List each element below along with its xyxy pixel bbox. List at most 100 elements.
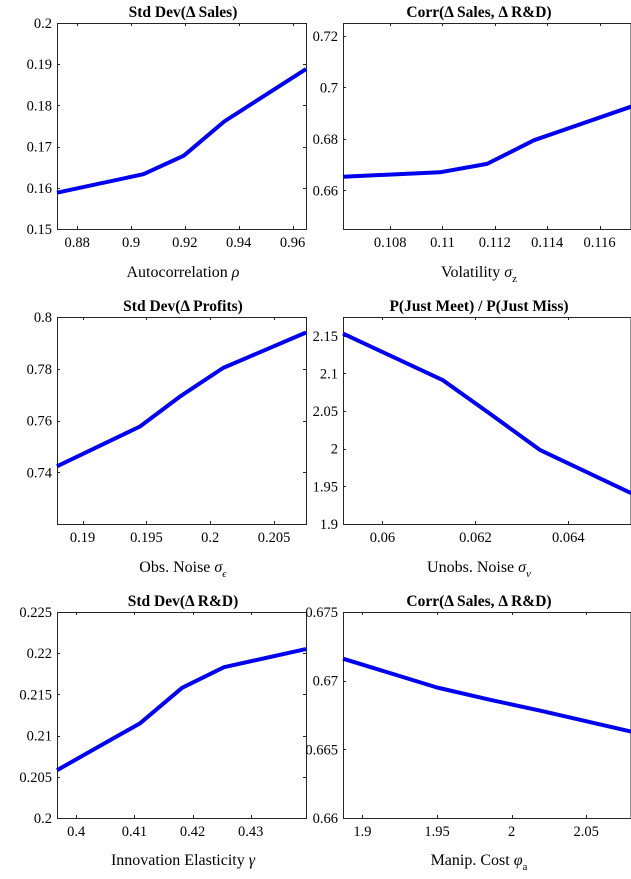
panel-3-x-tick-label: 0.19 [70,530,95,546]
panel-5-x-tick-label: 0.43 [238,824,263,840]
panel-2-x-tick-label: 0.11 [430,235,455,251]
panel-1-x-label: Autocorrelation ρ [127,264,240,281]
panel-6-x-tick-label: 1.9 [353,824,371,840]
panel-3-series-line [56,330,307,469]
panel-5-x-label-text: Innovation Elasticity [111,852,249,869]
panel-6-y-tick-label: 0.67 [313,674,338,690]
panel-3: Std Dev(Δ Profits) 0.19 0.195 0.2 0.205 0.74… [27,298,307,580]
panel-1-series-line [56,67,308,195]
panel-4-x-label: Unobs. Noise σν [427,559,531,580]
panel-5-axes-frame [57,612,307,819]
panel-1-x-tick-label: 0.94 [226,235,252,251]
panel-5-x-tick-label: 0.4 [67,824,86,840]
panel-5-y-tick-label: 0.22 [27,646,52,662]
panel-4-y-tick-label: 1.9 [320,517,338,533]
panel-5-y-tick-label: 0.205 [19,770,52,786]
panel-2-x-tick-label: 0.116 [584,235,616,251]
panel-4-x-tick-label: 0.062 [459,530,492,546]
panel-6-plot: 1.9 1.95 2 2.05 0.66 0.665 0.67 0.675 [305,605,631,840]
panel-2-x-tick-label: 0.108 [374,235,407,251]
panel-3-x-tick-label: 0.205 [258,530,291,546]
panel-2-x-label-subscript: z [512,273,517,285]
panel-2: Corr(Δ Sales, Δ R&D) 0.108 0.11 0.112 0.114… [313,4,631,285]
panel-2-x-label-symbol: σ [504,264,513,281]
panel-1-plot: 0.88 0.9 0.92 0.94 0.96 0.15 0.16 0.17 0.18 0.19 0… [27,16,308,251]
panel-1-x-tick-label: 0.88 [65,235,90,251]
panel-2-y-tick-label: 0.66 [313,183,338,199]
panel-3-x-label-subscript: ϵ [222,568,227,580]
panel-2-axes-frame [343,23,631,230]
panel-1-y-tick-label: 0.18 [27,98,52,114]
panel-3-x-tick-label: 0.195 [130,530,163,546]
panel-4-y-tick-label: 2 [331,442,338,458]
panel-4-x-label-text: Unobs. Noise [427,559,518,576]
panel-2-x-label-text: Volatility [441,264,504,281]
panel-1-y-tick-label: 0.19 [27,57,52,73]
panel-6-x-tick-label: 2.05 [574,824,599,840]
panel-3-plot: 0.19 0.195 0.2 0.205 0.74 0.76 0.78 0.8 [27,310,307,546]
panel-4: P(Just Meet) / P(Just Miss) 0.06 0.062 0.0… [313,298,631,580]
panel-5-x-tick-label: 0.41 [122,824,147,840]
panel-3-x-tick-label: 0.2 [201,530,219,546]
panel-6-y-tick-label: 0.665 [305,742,338,758]
panel-6-x-label-text: Manip. Cost [431,852,514,869]
panel-4-y-tick-label: 2.1 [320,366,338,382]
panel-3-y-tick-label: 0.8 [34,310,52,326]
panel-2-plot: 0.108 0.11 0.112 0.114 0.116 0.66 0.68 0.7 0.72 [313,23,631,251]
panel-1-x-label-text: Autocorrelation [127,264,232,281]
panel-5-title: Std Dev(Δ R&D) [128,593,238,610]
panel-6-x-label-subscript: a [523,861,528,873]
panel-6: Corr(Δ Sales, Δ R&D) 1.9 1.95 2 2.05 0.66 0.6… [305,593,631,873]
panel-5-y-tick-label: 0.225 [19,605,52,621]
panel-3-x-label-symbol: σ [214,559,223,576]
panel-6-x-label-symbol: φ [514,852,523,869]
panel-2-y-tick-label: 0.72 [313,29,338,45]
panel-3-x-label: Obs. Noise σϵ [139,559,227,580]
panel-6-series-line [342,656,631,734]
panel-3-x-label-text: Obs. Noise [139,559,214,576]
panel-1: Std Dev(Δ Sales) 0.88 0.9 0.92 0.94 0.96 0.15… [27,4,308,281]
panel-5-y-tick-label: 0.21 [27,729,52,745]
panel-1-x-tick-label: 0.9 [122,235,140,251]
panel-5: Std Dev(Δ R&D) 0.4 0.41 0.42 0.430.20.2050.… [19,593,307,869]
panel-3-title: Std Dev(Δ Profits) [123,298,243,315]
panel-4-x-tick-label: 0.06 [370,530,395,546]
panel-6-x-tick-label: 2 [508,824,515,840]
panel-4-series-line [342,331,631,495]
panel-2-x-tick-label: 0.114 [531,235,564,251]
panel-2-title: Corr(Δ Sales, Δ R&D) [406,4,551,21]
panel-2-x-label: Volatility σz [441,264,517,285]
panel-1-title: Std Dev(Δ Sales) [129,4,238,21]
panel-5-plot: 0.4 0.41 0.42 0.43 0.2 0.205 0.21 0.215 0.22 0.22… [19,605,307,840]
panel-3-y-tick-label: 0.76 [27,414,52,430]
panel-3-y-tick-label: 0.74 [27,465,53,481]
panel-4-x-label-subscript: ν [526,568,531,580]
panel-4-x-tick-label: 0.064 [552,530,585,546]
panel-6-x-label: Manip. Cost φa [431,852,528,873]
panel-6-y-tick-label: 0.66 [313,811,338,827]
panel-1-y-tick-label: 0.2 [34,16,52,32]
panel-5-series-line [56,647,307,772]
panel-1-axes-frame [57,23,307,230]
panel-6-x-tick-label: 1.95 [424,824,449,840]
panel-5-x-label-symbol: γ [249,852,256,869]
panel-6-y-tick-label: 0.675 [305,605,338,621]
panel-1-x-tick-label: 0.96 [280,235,305,251]
panel-4-y-tick-label: 2.15 [313,329,338,345]
panel-4-axes-frame [343,317,631,525]
panel-4-y-tick-label: 2.05 [313,404,338,420]
panel-4-x-label-symbol: σ [518,559,527,576]
panel-2-y-tick-label: 0.68 [313,132,338,148]
panel-1-x-tick-label: 0.92 [172,235,197,251]
panel-1-y-tick-label: 0.16 [27,181,52,197]
panel-1-y-tick-label: 0.17 [27,140,52,156]
panel-4-y-tick-label: 1.95 [313,479,338,495]
panel-5-y-tick-label: 0.2 [34,811,52,827]
panel-3-y-tick-label: 0.78 [27,362,52,378]
panel-2-x-tick-label: 0.112 [479,235,511,251]
panel-6-title: Corr(Δ Sales, Δ R&D) [406,593,551,610]
panel-1-x-label-symbol: ρ [231,264,240,281]
panel-1-y-tick-label: 0.15 [27,222,52,238]
panel-4-plot: 0.06 0.062 0.064 1.9 1.95 2 2.05 2.1 2.15 [313,317,631,546]
